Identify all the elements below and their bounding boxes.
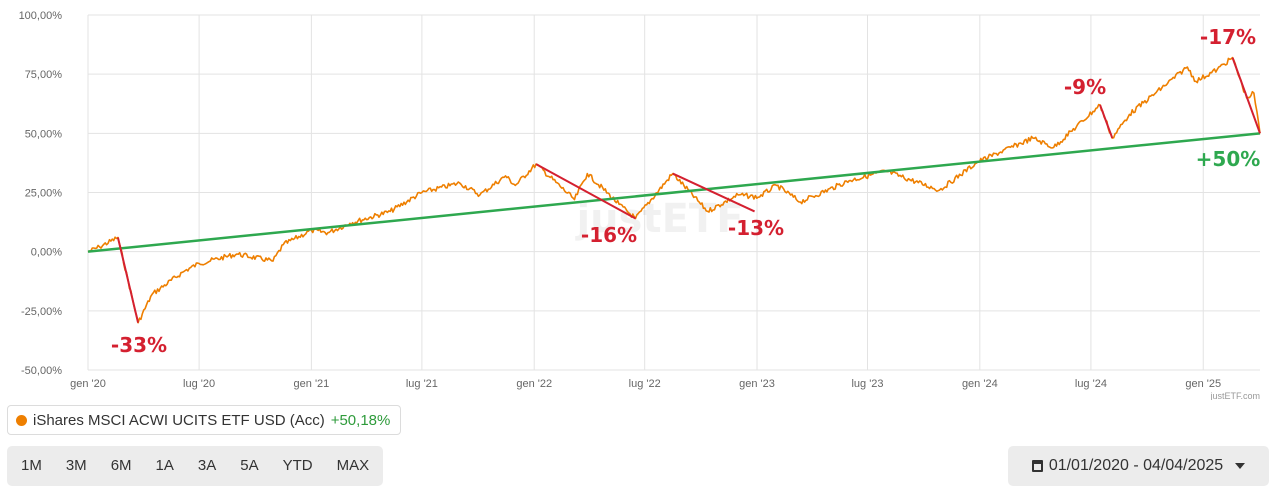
x-tick-label: lug '20: [183, 378, 215, 390]
period-button-ytd[interactable]: YTD: [282, 457, 313, 474]
series-line: [87, 56, 1261, 324]
drawdown-label: -9%: [1064, 75, 1106, 99]
period-button-5a[interactable]: 5A: [240, 457, 259, 474]
chart-credit: justETF.com: [1209, 391, 1260, 400]
y-tick-label: -25,00%: [21, 306, 62, 318]
y-tick-label: 25,00%: [25, 188, 63, 200]
x-tick-label: lug '24: [1075, 378, 1107, 390]
series-color-dot: [16, 414, 27, 426]
legend-item[interactable]: iShares MSCI ACWI UCITS ETF USD (Acc) +5…: [7, 405, 402, 435]
drawdown-line: [1231, 57, 1261, 134]
performance-chart: 100,00% 75,00% 50,00% 25,00% 0,00% -25,00% -50…: [19, 10, 1261, 400]
drawdown-label: -33%: [111, 333, 167, 357]
x-tick-label: lug '21: [406, 378, 438, 390]
watermark-logo: justETF: [574, 196, 743, 242]
y-tick-label: 75,00%: [25, 69, 63, 81]
x-tick-label: lug '23: [851, 378, 883, 390]
period-button-3a[interactable]: 3A: [197, 457, 217, 474]
calendar-icon: [1031, 460, 1043, 472]
date-range-picker[interactable]: 01/01/2020 - 04/04/2025: [1008, 446, 1269, 486]
drawdown-line: [116, 237, 140, 323]
x-tick-label: lug '22: [629, 378, 661, 390]
period-button-3m[interactable]: 3M: [65, 457, 87, 474]
drawdown-line: [1099, 104, 1114, 139]
legend-performance: +50,18%: [330, 411, 391, 429]
drawdown-label: -13%: [728, 216, 784, 240]
drawdown-label: -16%: [581, 223, 637, 247]
period-button-6m[interactable]: 6M: [110, 457, 132, 474]
drawdown-line: [535, 163, 637, 220]
y-tick-label: -50,00%: [21, 365, 62, 377]
x-tick-label: gen '24: [962, 378, 998, 390]
period-button-max[interactable]: MAX: [336, 457, 370, 474]
x-tick-label: gen '23: [739, 378, 775, 390]
y-tick-label: 50,00%: [25, 128, 63, 140]
period-button-1a[interactable]: 1A: [155, 457, 174, 474]
trend-line: [87, 132, 1261, 253]
y-tick-label: 0,00%: [31, 247, 62, 259]
period-selector: 1M 3M 6M 1A 3A 5A YTD MAX: [7, 446, 384, 486]
total-return-label: +50%: [1196, 147, 1261, 171]
y-tick-label: 100,00%: [19, 10, 63, 22]
x-tick-label: gen '22: [516, 378, 552, 390]
drawdown-line: [672, 172, 755, 213]
period-button-1m[interactable]: 1M: [21, 457, 42, 474]
x-tick-label: gen '21: [294, 378, 330, 390]
legend-series-name: iShares MSCI ACWI UCITS ETF USD (Acc): [33, 411, 325, 429]
x-tick-label: gen '20: [70, 378, 106, 390]
x-tick-label: gen '25: [1185, 378, 1221, 390]
drawdown-label: -17%: [1200, 25, 1256, 49]
date-range-text: 01/01/2020 - 04/04/2025: [1048, 457, 1224, 474]
caret-down-icon: [1235, 463, 1246, 469]
